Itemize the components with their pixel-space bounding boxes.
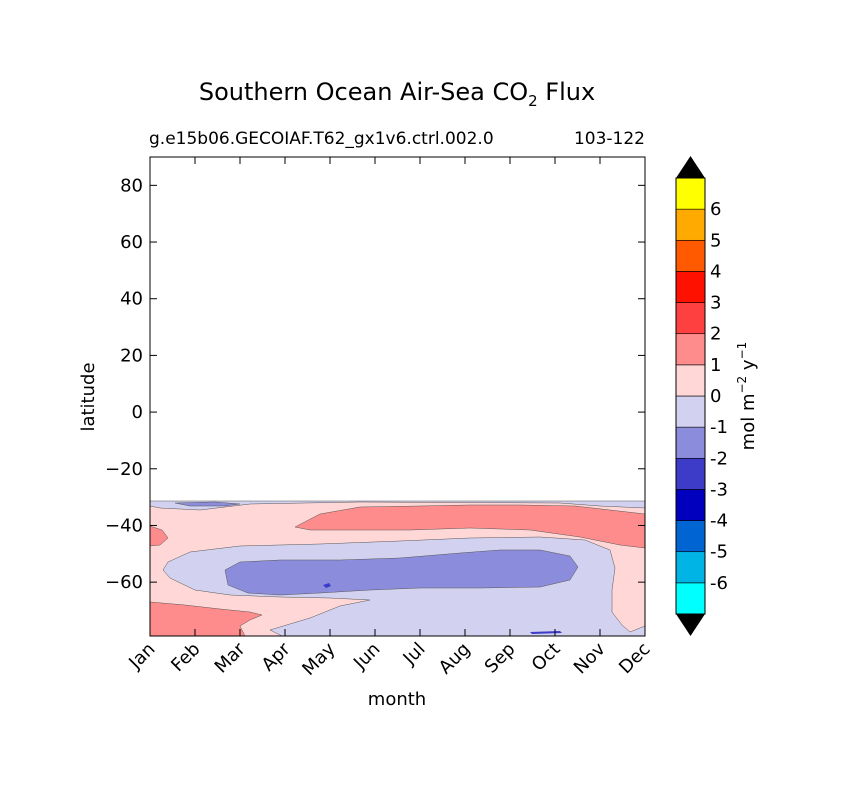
colorbar-tick-label: -2 xyxy=(710,448,728,469)
colorbar-tick-label: -4 xyxy=(710,511,728,532)
colorbar-segment xyxy=(675,333,706,366)
x-tick-label: Sep xyxy=(481,639,520,678)
y-tick-label: 40 xyxy=(120,289,143,310)
x-tick-label: Jan xyxy=(124,639,159,674)
colorbar-tick-label: -6 xyxy=(710,573,728,594)
x-tick-label: Apr xyxy=(258,638,295,675)
x-tick-label: Feb xyxy=(167,639,204,676)
colorbar-tick-label: -3 xyxy=(710,479,728,500)
title-subscript: 2 xyxy=(528,92,538,110)
x-tick-label: May xyxy=(298,638,339,679)
colorbar-segment xyxy=(675,364,706,397)
colorbar-segment xyxy=(675,520,706,553)
colorbar-tick-label: 3 xyxy=(710,293,721,314)
colorbar-tick-label: -1 xyxy=(710,417,728,438)
contour-region-neg2to-1-north-feb xyxy=(174,501,241,507)
colorbar-segment xyxy=(675,426,706,459)
title-tail: Flux xyxy=(545,78,595,106)
colorbar-segment xyxy=(675,271,706,303)
y-tick-label: 60 xyxy=(120,232,143,253)
y-tick-label: −40 xyxy=(105,515,143,536)
x-tick-label: Jun xyxy=(349,639,384,674)
colorbar-segment xyxy=(675,302,706,335)
colorbar-extend-max xyxy=(676,156,705,178)
x-tick-label: Aug xyxy=(435,639,475,679)
x-axis-label: month xyxy=(368,689,426,710)
x-tick-label: Mar xyxy=(211,638,250,677)
x-tick-label: Dec xyxy=(615,639,654,678)
y-tick-label: 0 xyxy=(132,402,143,423)
y-tick-label: −60 xyxy=(105,572,143,593)
colorbar-tick-label: 2 xyxy=(710,324,721,345)
colorbar-tick-label: 0 xyxy=(710,386,721,407)
colorbar-tick-label: -5 xyxy=(710,542,728,563)
colorbar-tick-label: 1 xyxy=(710,355,721,376)
colorbar-segment xyxy=(675,457,706,490)
y-tick-label: 80 xyxy=(120,175,143,196)
colorbar-segment xyxy=(675,239,706,272)
x-tick-label: Oct xyxy=(528,639,565,676)
colorbar-label-exp1: −2 xyxy=(735,376,749,394)
x-tick-label: Jul xyxy=(399,639,430,670)
contour-region-neg1to0-oct-speck xyxy=(530,631,562,634)
case-name: g.e15b06.GECOIAF.T62_gx1v6.ctrl.002.0 xyxy=(149,129,494,149)
colorbar-segment xyxy=(675,177,706,210)
contour-fills xyxy=(149,500,646,637)
colorbar-extend-min xyxy=(676,614,705,636)
colorbar-label-mid: y xyxy=(738,359,759,370)
y-axis-label: latitude xyxy=(78,362,99,431)
colorbar-tick-label: 6 xyxy=(710,199,721,220)
contour-region-neg2to-1-core xyxy=(224,549,579,596)
colorbar-tick-label: 4 xyxy=(710,261,721,282)
colorbar-segment xyxy=(675,582,706,615)
colorbar-segment xyxy=(675,208,706,241)
colorbar-segment xyxy=(675,489,706,521)
y-tick-label: −20 xyxy=(105,459,143,480)
colorbar-tick-label: 5 xyxy=(710,230,721,251)
chart-title: Southern Ocean Air-Sea CO2 Flux xyxy=(199,78,595,110)
colorbar-label-exp2: −1 xyxy=(735,342,749,360)
contour-region-neg3to-2-speck xyxy=(323,583,331,588)
colorbar: -6 -5 -4 -3 -2 -1 0 1 2 3 4 5 6 xyxy=(675,156,728,636)
plot-area: 80 60 40 20 0 −20 −40 −60 Jan Feb Mar Apr May Jun Jul… xyxy=(78,156,655,710)
x-tick-label: Nov xyxy=(570,638,610,678)
y-axis: 80 60 40 20 0 −20 −40 −60 xyxy=(105,175,645,593)
colorbar-segment xyxy=(675,551,706,584)
plot-frame xyxy=(149,156,646,637)
year-range: 103-122 xyxy=(574,129,645,149)
colorbar-segment xyxy=(675,395,706,428)
colorbar-label-main: mol m xyxy=(738,393,759,450)
colorbar-frame xyxy=(675,177,706,615)
title-main: Southern Ocean Air-Sea CO xyxy=(199,78,528,106)
y-tick-label: 20 xyxy=(120,345,143,366)
colorbar-label: mol m−2 y−1 xyxy=(735,342,759,451)
